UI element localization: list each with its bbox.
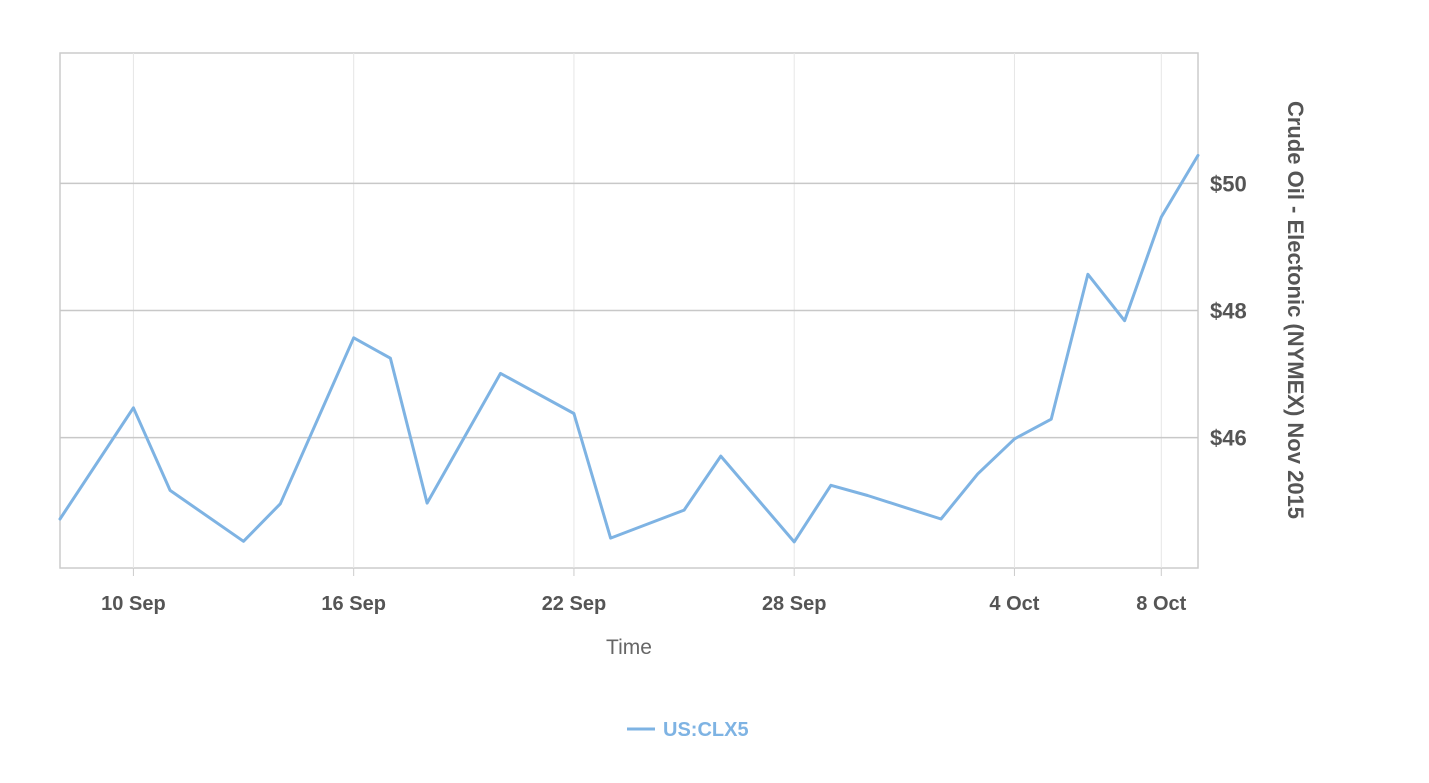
- data-point[interactable]: [678, 504, 690, 516]
- series-line-us-clx5[interactable]: [58, 153, 1200, 544]
- data-point[interactable]: [1045, 413, 1057, 425]
- x-axis-title: Time: [606, 636, 652, 659]
- x-tick-label: 8 Oct: [1136, 593, 1186, 615]
- y-tick-label: $50: [1210, 171, 1247, 196]
- legend[interactable]: US:CLX5: [627, 719, 749, 741]
- data-point[interactable]: [788, 536, 800, 548]
- data-point[interactable]: [605, 532, 617, 544]
- data-point[interactable]: [495, 367, 507, 379]
- data-point[interactable]: [1008, 433, 1020, 445]
- legend-label-us-clx5[interactable]: US:CLX5: [663, 719, 749, 741]
- data-point[interactable]: [238, 535, 250, 547]
- data-point[interactable]: [715, 450, 727, 462]
- data-point[interactable]: [127, 402, 139, 414]
- data-point[interactable]: [568, 408, 580, 420]
- grid: [59, 52, 1199, 569]
- data-point[interactable]: [274, 498, 286, 510]
- data-point[interactable]: [164, 484, 176, 496]
- x-tick-label: 22 Sep: [542, 593, 606, 615]
- data-point[interactable]: [1119, 315, 1131, 327]
- x-tick-label: 16 Sep: [321, 593, 385, 615]
- x-axis-ticks: 10 Sep 16 Sep 22 Sep 28 Sep 4 Oct 8 Oct: [101, 568, 1187, 615]
- data-point[interactable]: [1082, 268, 1094, 280]
- y-tick-label: $46: [1210, 426, 1247, 451]
- data-point[interactable]: [972, 468, 984, 480]
- data-point[interactable]: [1192, 149, 1204, 161]
- x-tick-label: 10 Sep: [101, 593, 165, 615]
- data-point[interactable]: [1155, 211, 1167, 223]
- y-tick-label: $48: [1210, 299, 1247, 324]
- data-point[interactable]: [54, 513, 66, 525]
- data-point[interactable]: [825, 479, 837, 491]
- y-axis-ticks: $46 $48 $50: [1210, 171, 1247, 450]
- data-point[interactable]: [421, 497, 433, 509]
- data-point[interactable]: [348, 332, 360, 344]
- series-layer: [54, 149, 1204, 548]
- data-point[interactable]: [384, 352, 396, 364]
- y-axis-title: Crude Oil - Electonic (NYMEX) Nov 2015: [1283, 101, 1308, 519]
- data-point[interactable]: [935, 513, 947, 525]
- data-point[interactable]: [862, 490, 874, 502]
- x-tick-label: 4 Oct: [989, 593, 1039, 615]
- x-tick-label: 28 Sep: [762, 593, 826, 615]
